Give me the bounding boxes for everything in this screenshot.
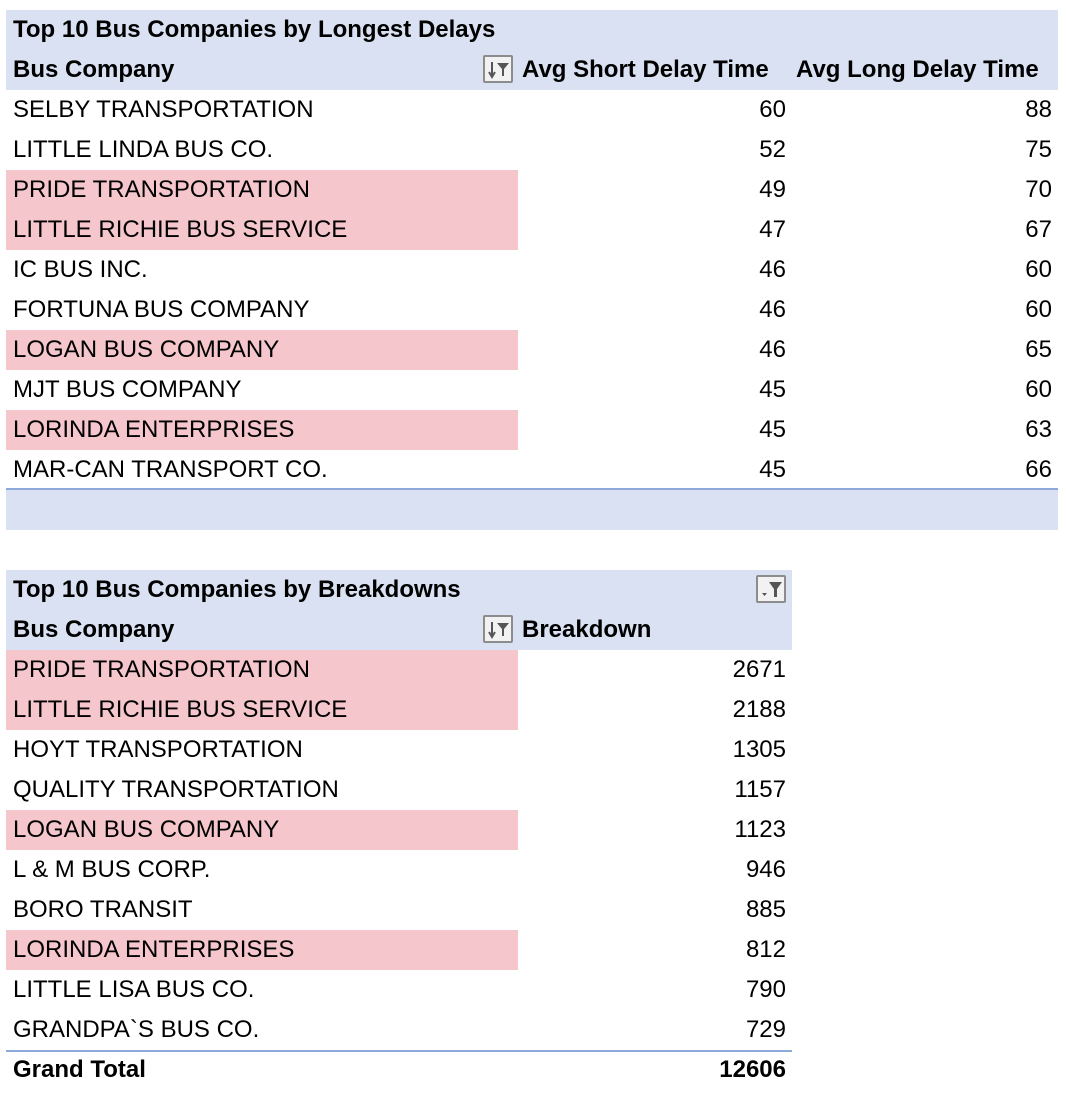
company-name[interactable]: LITTLE LINDA BUS CO.	[13, 136, 274, 163]
pivot-title-row: Top 10 Bus Companies by Breakdowns	[6, 570, 792, 610]
pivot-title: Top 10 Bus Companies by Longest Delays	[6, 10, 1058, 50]
avg-long-delay-value[interactable]: 66	[1025, 456, 1052, 483]
breakdown-value[interactable]: 1305	[732, 736, 786, 763]
pivot-header-row: Bus Company Breakdown	[6, 610, 792, 650]
company-name[interactable]: L & M BUS CORP.	[13, 856, 211, 883]
company-name[interactable]: MJT BUS COMPANY	[13, 376, 242, 403]
company-name[interactable]: SELBY TRANSPORTATION	[13, 96, 314, 123]
breakdown-value[interactable]: 885	[745, 896, 786, 923]
filter-dropdown-icon	[762, 582, 782, 597]
avg-short-delay-value[interactable]: 46	[759, 256, 786, 283]
avg-short-delay-value[interactable]: 45	[759, 416, 786, 443]
company-name[interactable]: LITTLE LISA BUS CO.	[13, 976, 255, 1003]
breakdown-value[interactable]: 790	[745, 976, 786, 1003]
grand-total-label[interactable]: Grand Total	[13, 1056, 146, 1083]
table-row-highlighted: LORINDA ENTERPRISES 812	[6, 930, 792, 970]
header-bus-company[interactable]: Bus Company	[6, 50, 518, 90]
table-row: GRANDPA`S BUS CO. 729	[6, 1010, 792, 1050]
table-row: MJT BUS COMPANY 45 60	[6, 370, 1058, 410]
company-name[interactable]: LOGAN BUS COMPANY	[6, 330, 518, 370]
company-name[interactable]: FORTUNA BUS COMPANY	[13, 296, 310, 323]
avg-long-delay-value[interactable]: 60	[1025, 296, 1052, 323]
pivot-table-breakdowns: Top 10 Bus Companies by Breakdowns Bus C…	[6, 570, 792, 1090]
avg-long-delay-value[interactable]: 88	[1025, 96, 1052, 123]
company-name[interactable]: HOYT TRANSPORTATION	[13, 736, 303, 763]
pivot-title: Top 10 Bus Companies by Breakdowns	[6, 570, 792, 610]
table-row: MAR-CAN TRANSPORT CO. 45 66	[6, 450, 1058, 490]
avg-short-delay-value[interactable]: 45	[759, 376, 786, 403]
table-row-highlighted: LOGAN BUS COMPANY 1123	[6, 810, 792, 850]
grand-total-row-empty[interactable]	[6, 490, 1058, 530]
company-name[interactable]: QUALITY TRANSPORTATION	[13, 776, 339, 803]
avg-short-delay-value[interactable]: 45	[759, 456, 786, 483]
table-row-highlighted: LOGAN BUS COMPANY 46 65	[6, 330, 1058, 370]
breakdown-value[interactable]: 729	[745, 1016, 786, 1043]
avg-long-delay-value[interactable]: 65	[1025, 336, 1052, 363]
avg-short-delay-value[interactable]: 49	[759, 176, 786, 203]
breakdown-value[interactable]: 812	[745, 936, 786, 963]
table-row: L & M BUS CORP. 946	[6, 850, 792, 890]
table-row: HOYT TRANSPORTATION 1305	[6, 730, 792, 770]
breakdown-value[interactable]: 1123	[734, 816, 786, 843]
table-row-highlighted: LITTLE RICHIE BUS SERVICE 47 67	[6, 210, 1058, 250]
avg-short-delay-value[interactable]: 46	[759, 336, 786, 363]
avg-short-delay-value[interactable]: 52	[759, 136, 786, 163]
pivot-header-row: Bus Company Avg Short Delay Time Avg Lon…	[6, 50, 1058, 90]
table-row: FORTUNA BUS COMPANY 46 60	[6, 290, 1058, 330]
company-name[interactable]: LITTLE RICHIE BUS SERVICE	[6, 690, 518, 730]
grand-total-row: Grand Total 12606	[6, 1050, 792, 1090]
breakdown-value[interactable]: 2671	[732, 656, 786, 683]
header-breakdown[interactable]: Breakdown	[518, 610, 792, 650]
header-bus-company[interactable]: Bus Company	[6, 610, 518, 650]
company-name[interactable]: LORINDA ENTERPRISES	[6, 930, 518, 970]
grand-total-value[interactable]: 12606	[719, 1056, 786, 1083]
table-row: LITTLE LINDA BUS CO. 52 75	[6, 130, 1058, 170]
avg-long-delay-value[interactable]: 67	[1025, 216, 1052, 243]
company-name[interactable]: BORO TRANSIT	[13, 896, 193, 923]
table-row-highlighted: PRIDE TRANSPORTATION 2671	[6, 650, 792, 690]
table-row: BORO TRANSIT 885	[6, 890, 792, 930]
breakdown-value[interactable]: 946	[745, 856, 786, 883]
company-name[interactable]: LITTLE RICHIE BUS SERVICE	[6, 210, 518, 250]
sort-descending-filter-icon	[488, 62, 509, 79]
avg-long-delay-value[interactable]: 63	[1025, 416, 1052, 443]
company-name[interactable]: IC BUS INC.	[13, 256, 148, 283]
company-name[interactable]: LOGAN BUS COMPANY	[6, 810, 518, 850]
table-row-highlighted: LORINDA ENTERPRISES 45 63	[6, 410, 1058, 450]
table-row-highlighted: LITTLE RICHIE BUS SERVICE 2188	[6, 690, 792, 730]
table-row-highlighted: PRIDE TRANSPORTATION 49 70	[6, 170, 1058, 210]
pivot-title-row: Top 10 Bus Companies by Longest Delays	[6, 10, 1058, 50]
company-name[interactable]: PRIDE TRANSPORTATION	[6, 170, 518, 210]
pivot-table-longest-delays: Top 10 Bus Companies by Longest Delays B…	[6, 10, 1058, 530]
avg-long-delay-value[interactable]: 60	[1025, 376, 1052, 403]
filter-dropdown-button[interactable]	[756, 575, 786, 603]
sort-filter-button[interactable]	[483, 615, 513, 643]
company-name[interactable]: MAR-CAN TRANSPORT CO.	[13, 456, 328, 483]
avg-long-delay-value[interactable]: 60	[1025, 256, 1052, 283]
avg-short-delay-value[interactable]: 47	[759, 216, 786, 243]
avg-short-delay-value[interactable]: 46	[759, 296, 786, 323]
company-name[interactable]: LORINDA ENTERPRISES	[6, 410, 518, 450]
sort-descending-filter-icon	[488, 622, 509, 639]
table-row: QUALITY TRANSPORTATION 1157	[6, 770, 792, 810]
table-row: SELBY TRANSPORTATION 60 88	[6, 90, 1058, 130]
avg-short-delay-value[interactable]: 60	[759, 96, 786, 123]
table-row: LITTLE LISA BUS CO. 790	[6, 970, 792, 1010]
company-name[interactable]: PRIDE TRANSPORTATION	[6, 650, 518, 690]
table-row: IC BUS INC. 46 60	[6, 250, 1058, 290]
avg-long-delay-value[interactable]: 75	[1025, 136, 1052, 163]
avg-long-delay-value[interactable]: 70	[1025, 176, 1052, 203]
sort-filter-button[interactable]	[483, 55, 513, 83]
company-name[interactable]: GRANDPA`S BUS CO.	[13, 1016, 260, 1043]
header-avg-short-delay[interactable]: Avg Short Delay Time	[518, 50, 788, 90]
header-avg-long-delay[interactable]: Avg Long Delay Time	[788, 50, 1058, 90]
breakdown-value[interactable]: 1157	[734, 776, 786, 803]
breakdown-value[interactable]: 2188	[732, 696, 786, 723]
